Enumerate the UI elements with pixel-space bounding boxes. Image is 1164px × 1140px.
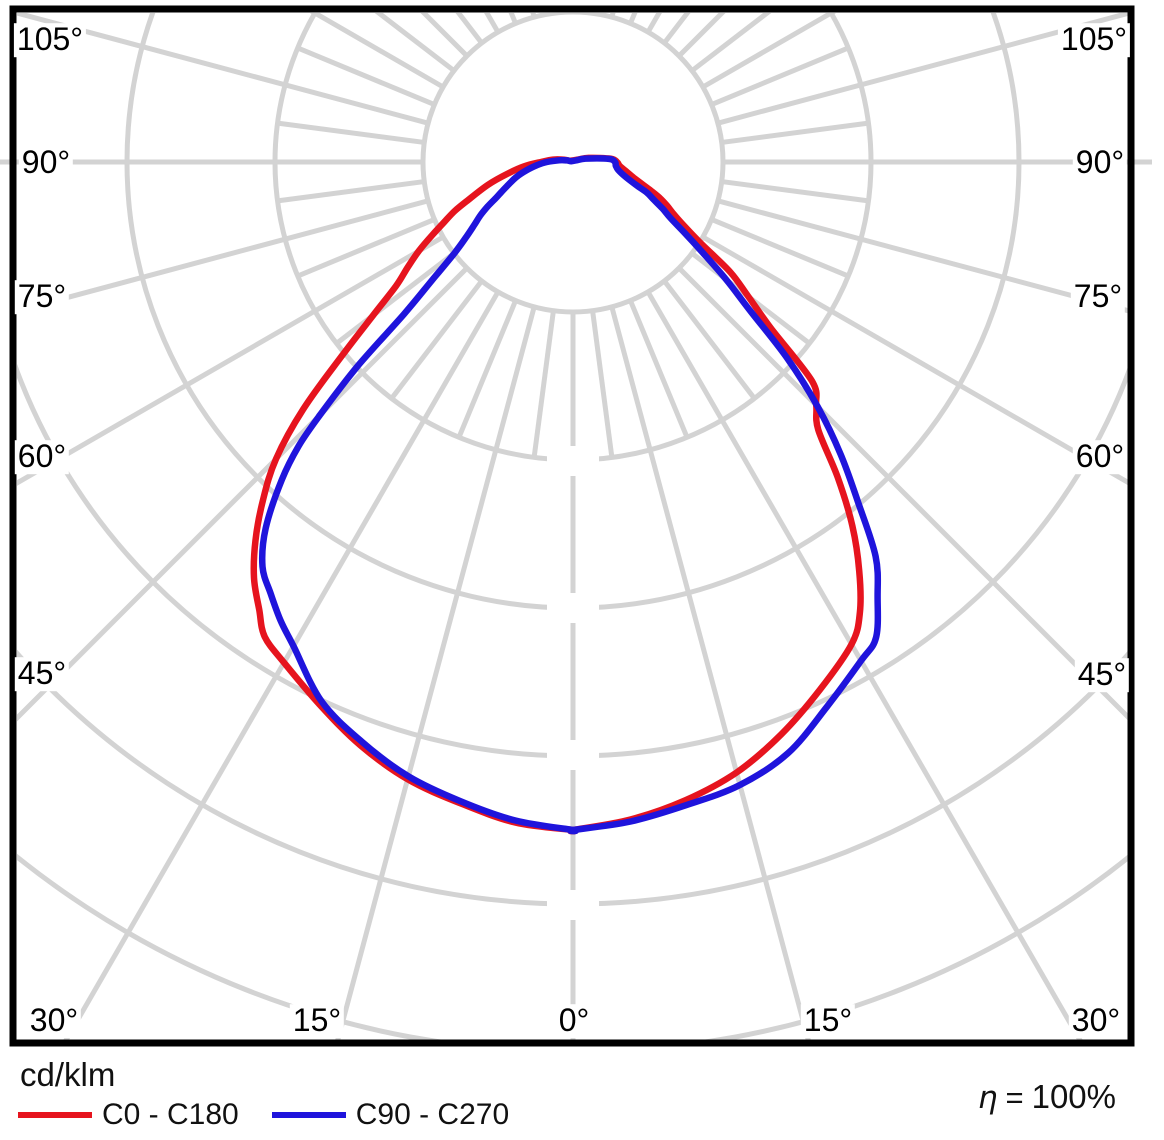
eta-equals: = [1005, 1080, 1024, 1115]
tick-label-right-15: 15° [800, 1004, 856, 1038]
tick-label-left-90: 90° [18, 146, 74, 180]
plot-frame [9, 5, 1135, 1047]
legend: C0 - C180 C90 - C270 [18, 1098, 509, 1132]
eta-value: 100% [1031, 1078, 1116, 1115]
legend-swatch-c0-c180 [18, 1112, 92, 1118]
legend-swatch-c90-c270 [271, 1112, 346, 1118]
tick-label-right-90: 90° [1072, 146, 1128, 180]
tick-label-0: 0° [555, 1004, 593, 1038]
unit-label: cd/klm [20, 1056, 116, 1093]
tick-label-right-30: 30° [1068, 1004, 1124, 1038]
tick-label-right-60: 60° [1072, 440, 1128, 474]
tick-label-left-105: 105° [13, 23, 87, 57]
tick-label-left-75: 75° [14, 280, 70, 314]
efficiency-label: η = 100% [978, 1078, 1116, 1116]
ring-value-label-boxes [547, 446, 599, 920]
tick-label-left-30: 30° [26, 1004, 82, 1038]
eta-symbol: η [977, 1080, 998, 1116]
tick-label-right-75: 75° [1070, 280, 1126, 314]
tick-label-left-15: 15° [289, 1004, 345, 1038]
intensity-curves [250, 154, 882, 835]
tick-label-right-105: 105° [1057, 23, 1131, 57]
tick-label-left-45: 45° [14, 657, 70, 691]
legend-label-c90-c270: C90 - C270 [355, 1098, 510, 1131]
legend-label-c0-c180: C0 - C180 [102, 1098, 239, 1131]
tick-label-right-45: 45° [1074, 658, 1130, 692]
tick-label-left-60: 60° [14, 440, 70, 474]
